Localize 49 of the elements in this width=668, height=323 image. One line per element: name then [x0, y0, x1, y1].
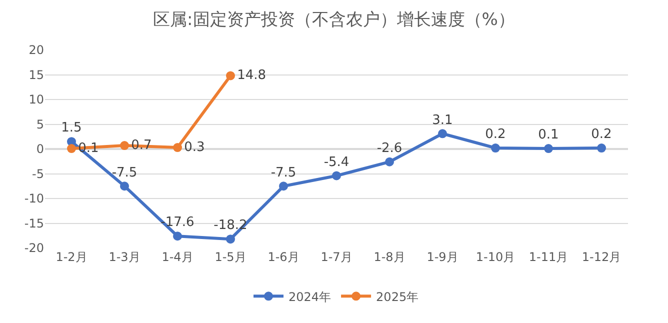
y-tick-label: -15 [24, 216, 44, 230]
x-tick-label: 1-12月 [582, 250, 622, 264]
x-tick-label: 1-6月 [268, 250, 300, 264]
point [385, 157, 394, 166]
y-tick-label: 0 [36, 142, 44, 156]
x-tick-label: 1-11月 [528, 250, 568, 264]
point [226, 71, 235, 80]
y-tick-label: -10 [24, 192, 44, 206]
data-label: -7.5 [112, 165, 138, 180]
x-tick-label: 1-5月 [214, 250, 246, 264]
legend-label: 2025年 [376, 290, 419, 304]
x-tick-label: 1-10月 [476, 250, 516, 264]
point [491, 144, 500, 153]
x-tick-label: 1-4月 [162, 250, 194, 264]
y-tick-label: 5 [36, 117, 44, 132]
data-label: 0.1 [538, 128, 559, 143]
y-tick-label: 20 [28, 43, 44, 58]
data-label: 0.1 [78, 140, 99, 156]
point [67, 144, 76, 154]
y-tick-label: 15 [28, 68, 44, 82]
data-label: 1.5 [61, 120, 82, 136]
point [279, 182, 288, 191]
data-label: 14.8 [237, 68, 266, 83]
x-tick-label: 1-7月 [320, 250, 352, 264]
point [597, 144, 606, 153]
point [173, 232, 182, 241]
point [438, 129, 447, 138]
y-tick-label: -20 [24, 241, 44, 256]
point [173, 143, 182, 152]
data-label: 0.2 [485, 127, 506, 142]
data-label: 0.2 [591, 127, 612, 142]
point [544, 144, 553, 154]
data-label: 0.3 [184, 140, 205, 155]
data-label: -7.5 [270, 165, 296, 180]
legend-label: 2024年 [288, 290, 332, 304]
y-tick-label: 10 [28, 92, 44, 107]
point [120, 182, 129, 191]
point [226, 234, 235, 244]
x-tick-label: 1-9月 [426, 250, 458, 264]
x-tick-label: 1-2月 [56, 250, 88, 264]
data-label: -5.4 [324, 154, 350, 170]
chart-title: 区属:固定资产投资（不含农户）增长速度（%） [153, 10, 515, 30]
x-tick-label: 1-3月 [108, 250, 140, 264]
y-tick-label: -5 [32, 166, 44, 181]
point [120, 141, 129, 150]
data-label: 3.1 [432, 112, 453, 128]
data-label: -2.6 [376, 140, 402, 156]
x-tick-label: 1-8月 [374, 250, 406, 264]
point [332, 171, 341, 180]
